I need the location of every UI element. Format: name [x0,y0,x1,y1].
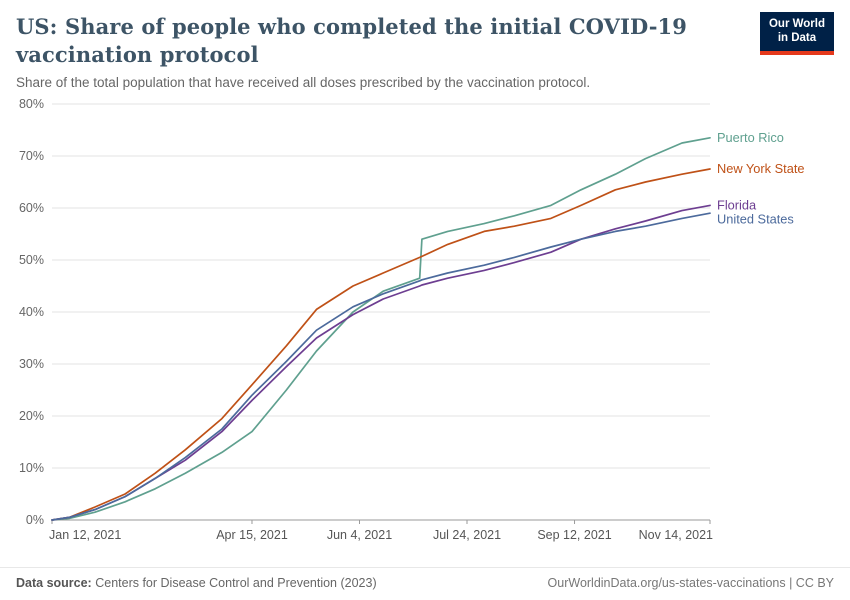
svg-text:30%: 30% [19,357,44,371]
owid-logo-line1: Our World [768,18,825,30]
chart-subtitle: Share of the total population that have … [16,75,591,91]
svg-text:Jul 24, 2021: Jul 24, 2021 [433,528,501,542]
data-source-text: Centers for Disease Control and Preventi… [95,576,377,590]
svg-text:Apr 15, 2021: Apr 15, 2021 [216,528,288,542]
svg-text:United States: United States [717,212,794,227]
svg-text:80%: 80% [19,97,44,111]
chart-header: US: Share of people who completed the in… [0,0,850,90]
svg-text:Puerto Rico: Puerto Rico [717,130,784,145]
credit-link[interactable]: OurWorldinData.org/us-states-vaccination… [547,576,834,590]
chart-area: 0% 10% 20% 30% 40% 50% 60% 70% 80% Jan 12, 2021 Ap… [0,90,850,560]
data-source: Data source: Centers for Disease Control… [16,576,377,590]
svg-text:Sep 12, 2021: Sep 12, 2021 [537,528,611,542]
owid-logo[interactable]: Our World in Data [759,12,834,55]
svg-text:70%: 70% [19,149,44,163]
svg-text:Nov 14, 2021: Nov 14, 2021 [639,528,713,542]
data-source-label: Data source: [16,576,92,590]
svg-text:50%: 50% [19,253,44,267]
svg-text:20%: 20% [19,409,44,423]
svg-text:Jan 12, 2021: Jan 12, 2021 [49,528,121,542]
chart-title: US: Share of people who completed the in… [16,14,687,67]
svg-text:40%: 40% [19,305,44,319]
svg-text:Jun 4, 2021: Jun 4, 2021 [327,528,392,542]
owid-logo-line2: in Data [777,31,817,44]
svg-text:New York State: New York State [717,161,805,176]
chart-footer: Data source: Centers for Disease Control… [0,567,850,600]
svg-text:Florida: Florida [717,198,757,213]
svg-text:10%: 10% [19,461,44,475]
svg-text:60%: 60% [19,201,44,215]
line-chart[interactable]: 0% 10% 20% 30% 40% 50% 60% 70% 80% Jan 12, 2021 Ap… [0,90,850,560]
svg-text:0%: 0% [26,513,44,527]
